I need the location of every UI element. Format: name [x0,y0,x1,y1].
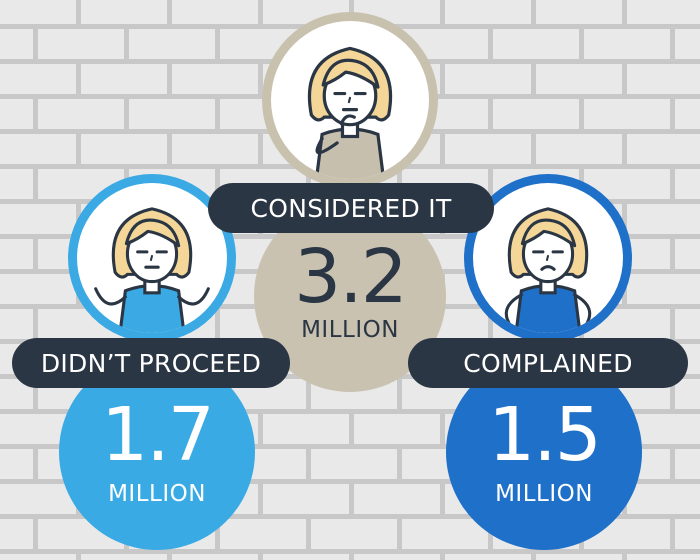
didnt-proceed-value-circle [59,354,255,550]
considered-it-label: CONSIDERED IT [208,183,494,233]
considered-value: 3.2 [294,234,408,320]
didnt-proceed-portrait [68,174,236,342]
complained-label: COMPLAINED [408,338,688,388]
didnt-proceed-unit: MILLION [108,481,206,507]
didnt-proceed-label: DIDN’T PROCEED [12,338,290,388]
complained-unit: MILLION [495,481,593,507]
didnt-proceed-value: 1.7 [101,392,215,478]
complained-value-circle [446,354,642,550]
complained-portrait [464,174,632,342]
considered-value-circle [254,200,446,392]
considered-unit: MILLION [301,317,399,343]
complained-value: 1.5 [488,392,602,478]
considered-it-portrait [262,12,438,188]
complained-value-block: 1.5 MILLION [444,398,644,506]
considered-value-block: 3.2 MILLION [250,240,450,342]
didnt-proceed-value-block: 1.7 MILLION [57,398,257,506]
